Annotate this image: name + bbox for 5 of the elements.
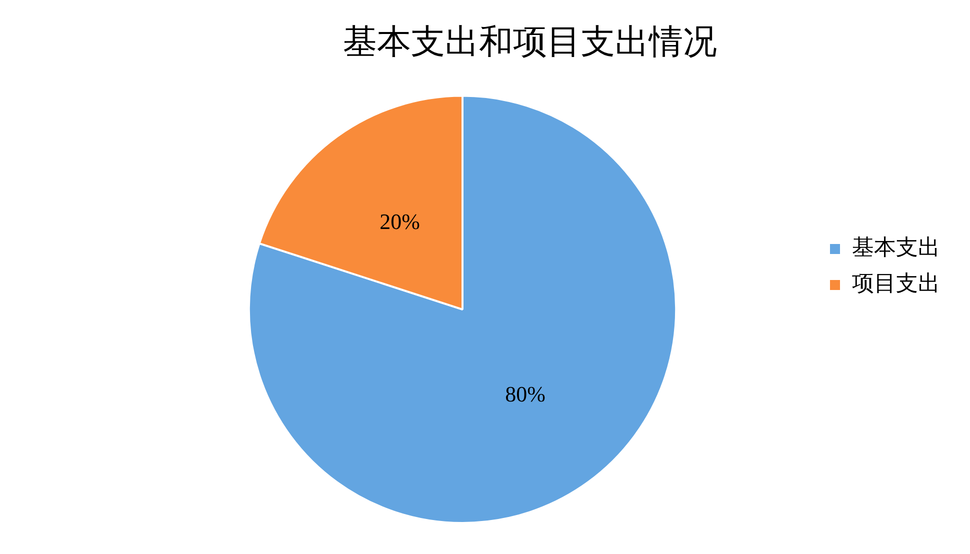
chart-title: 基本支出和项目支出情况 [343, 22, 717, 62]
legend-label: 项目支出 [852, 272, 940, 297]
legend-label: 基本支出 [852, 236, 940, 261]
data-label: 20% [380, 208, 420, 234]
data-label: 80% [505, 382, 546, 407]
